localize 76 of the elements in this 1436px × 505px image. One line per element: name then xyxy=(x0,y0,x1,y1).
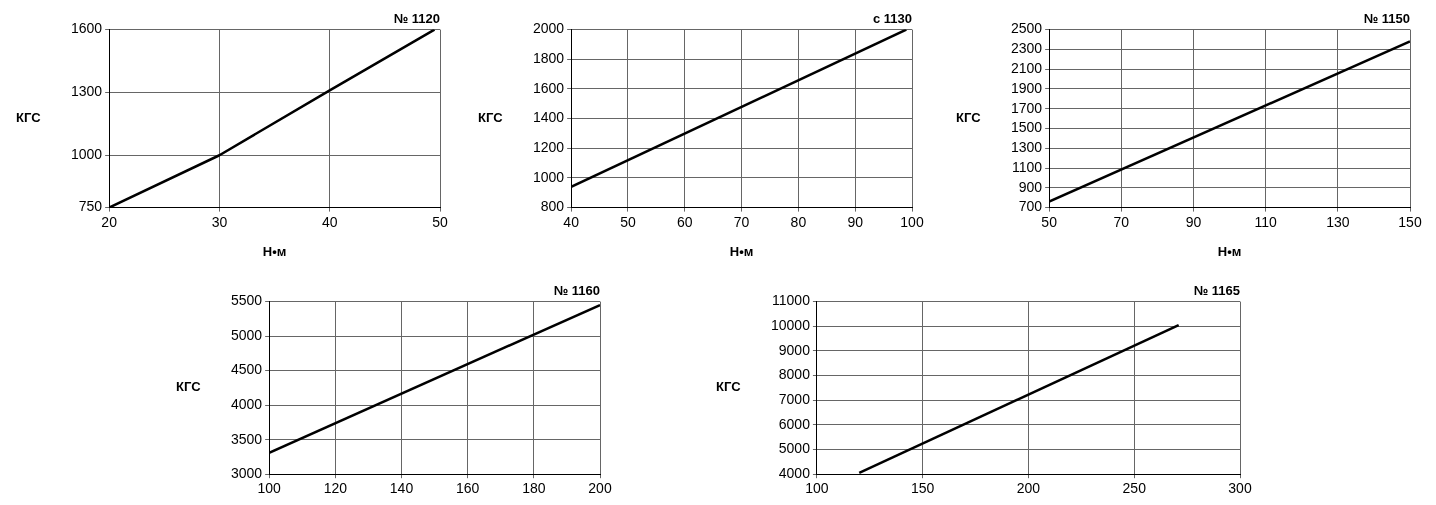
x-tick-label: 200 xyxy=(588,480,612,497)
y-tick-label: 1500 xyxy=(1010,119,1043,136)
y-axis-title: КГС xyxy=(176,379,202,395)
x-tick-label: 70 xyxy=(733,213,750,230)
x-axis-title: Н•м xyxy=(729,243,754,259)
x-tick-label: 120 xyxy=(323,480,348,497)
y-tick-label: 3500 xyxy=(230,430,263,447)
y-tick-label: 10000 xyxy=(770,317,811,334)
y-tick-label: 1000 xyxy=(70,146,103,163)
y-tick-label: 5000 xyxy=(230,326,263,343)
y-tick-label: 2500 xyxy=(1010,20,1043,37)
x-tick-label: 50 xyxy=(1041,213,1058,230)
x-tick-label: 80 xyxy=(790,213,807,230)
y-tick-label: 1200 xyxy=(532,139,565,156)
y-axis-title: КГС xyxy=(16,110,42,126)
x-tick-label: 130 xyxy=(1326,213,1350,230)
chart-title: c 1130 xyxy=(872,11,912,27)
y-tick-label: 1000 xyxy=(532,168,565,185)
x-tick-label: 100 xyxy=(900,213,924,230)
y-tick-label: 11000 xyxy=(772,292,811,309)
x-tick-label: 70 xyxy=(1113,213,1130,230)
y-tick-label: 2300 xyxy=(1010,40,1043,57)
x-axis-title: Н•м xyxy=(262,243,287,259)
x-tick-label: 160 xyxy=(455,480,480,497)
y-tick-label: 4000 xyxy=(778,465,811,482)
y-tick-label: 6000 xyxy=(778,415,811,432)
y-tick-label: 2000 xyxy=(532,20,565,37)
y-tick-label: 4500 xyxy=(230,361,263,378)
y-tick-label: 1900 xyxy=(1010,79,1043,96)
y-tick-label: 1100 xyxy=(1012,158,1043,175)
chart-title: № 1120 xyxy=(393,11,440,27)
x-tick-label: 40 xyxy=(321,213,338,230)
x-tick-label: 40 xyxy=(563,213,580,230)
x-tick-label: 250 xyxy=(1122,480,1147,497)
y-tick-label: 9000 xyxy=(778,341,811,358)
x-tick-label: 140 xyxy=(389,480,414,497)
x-tick-label: 60 xyxy=(676,213,693,230)
y-tick-label: 4000 xyxy=(230,396,263,413)
x-axis-title: Н•м xyxy=(1217,243,1242,259)
y-tick-label: 900 xyxy=(1018,178,1043,195)
x-tick-label: 100 xyxy=(257,480,282,497)
chart-title: № 1165 xyxy=(1193,283,1240,299)
x-tick-label: 90 xyxy=(847,213,864,230)
x-tick-label: 50 xyxy=(432,213,448,230)
chart-title: № 1150 xyxy=(1363,11,1410,27)
x-tick-label: 200 xyxy=(1016,480,1041,497)
x-tick-label: 100 xyxy=(805,480,829,497)
chart-title: № 1160 xyxy=(553,283,600,299)
x-tick-label: 30 xyxy=(211,213,228,230)
y-tick-label: 1400 xyxy=(532,109,565,126)
y-tick-label: 5000 xyxy=(778,440,811,457)
y-tick-label: 1300 xyxy=(1010,139,1043,156)
y-tick-label: 8000 xyxy=(778,366,811,383)
x-tick-label: 300 xyxy=(1228,480,1252,497)
x-tick-label: 180 xyxy=(522,480,546,497)
x-tick-label: 150 xyxy=(1398,213,1422,230)
x-tick-label: 50 xyxy=(620,213,636,230)
y-tick-label: 700 xyxy=(1018,198,1043,215)
y-tick-label: 2100 xyxy=(1010,60,1043,77)
y-tick-label: 1800 xyxy=(532,50,565,67)
x-tick-label: 90 xyxy=(1185,213,1202,230)
y-tick-label: 7000 xyxy=(778,391,811,408)
y-tick-label: 800 xyxy=(540,198,565,215)
x-tick-label: 110 xyxy=(1254,213,1278,230)
y-axis-title: КГС xyxy=(716,379,742,395)
y-axis-title: КГС xyxy=(478,110,504,126)
x-tick-label: 20 xyxy=(101,213,118,230)
y-tick-label: 1600 xyxy=(70,20,103,37)
y-axis-title: КГС xyxy=(956,110,982,126)
y-tick-label: 750 xyxy=(78,198,103,215)
x-tick-label: 150 xyxy=(911,480,935,497)
y-tick-label: 1300 xyxy=(70,83,103,100)
y-tick-label: 5500 xyxy=(230,292,263,309)
y-tick-label: 1600 xyxy=(532,79,565,96)
y-tick-label: 1700 xyxy=(1010,99,1043,116)
y-tick-label: 3000 xyxy=(230,465,263,482)
